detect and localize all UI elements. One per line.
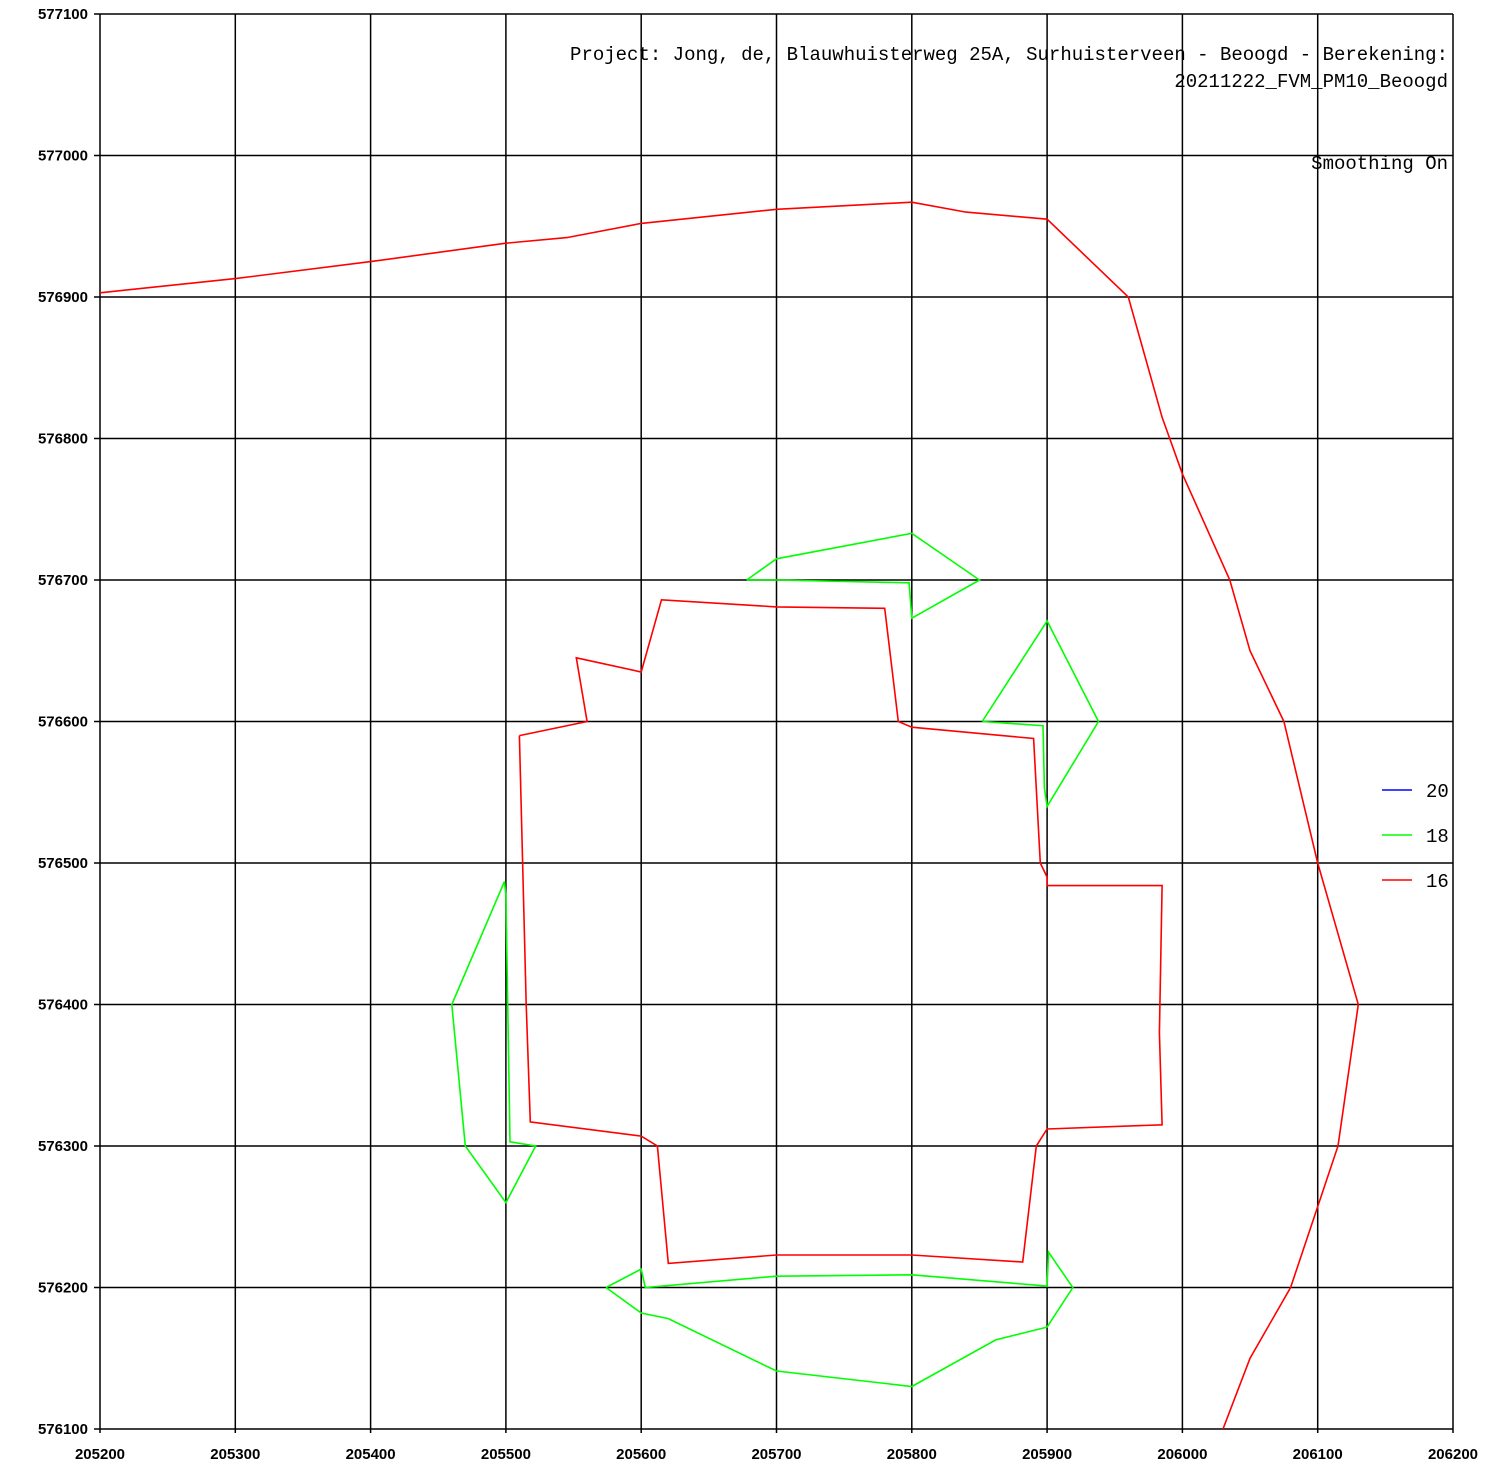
y-tick-label: 577000 — [38, 148, 88, 165]
contour-lines — [99, 201, 1360, 1430]
y-tick-label: 576200 — [38, 1280, 88, 1297]
x-axis-ticks: 205200 205300 205400 205500 205600 205700 2058… — [75, 1446, 1478, 1463]
x-tick-label: 205500 — [481, 1446, 531, 1463]
y-tick-label: 577100 — [38, 6, 88, 23]
contour-18 — [981, 619, 1100, 809]
x-tick-label: 205900 — [1022, 1446, 1072, 1463]
smoothing-status: Smoothing On — [1311, 153, 1448, 175]
x-tick-label: 205400 — [346, 1446, 396, 1463]
contour-16 — [99, 201, 1360, 1430]
x-tick-label: 206200 — [1428, 1446, 1478, 1463]
legend-label-20: 20 — [1426, 781, 1449, 803]
y-tick-label: 576600 — [38, 714, 88, 731]
y-axis-ticks: 577100 577000 576900 576800 576700 576600 5765… — [38, 6, 88, 1438]
x-tick-label: 205300 — [210, 1446, 260, 1463]
y-tick-label: 576400 — [38, 997, 88, 1014]
x-tick-label: 206000 — [1157, 1446, 1207, 1463]
x-tick-label: 206100 — [1293, 1446, 1343, 1463]
calculation-name: 20211222_FVM_PM10_Beoogd — [1174, 71, 1448, 93]
project-title: Project: Jong, de, Blauwhuisterweg 25A, … — [570, 44, 1448, 66]
contour-18 — [450, 881, 537, 1205]
grid — [94, 13, 1454, 1433]
x-tick-label: 205200 — [75, 1446, 125, 1463]
legend-label-18: 18 — [1426, 826, 1449, 848]
contour-16 — [518, 598, 1163, 1265]
x-tick-label: 205700 — [751, 1446, 801, 1463]
contour-18 — [605, 1249, 1074, 1388]
x-tick-label: 205600 — [616, 1446, 666, 1463]
y-tick-label: 576100 — [38, 1421, 88, 1438]
contour-18 — [746, 532, 982, 620]
y-tick-label: 576700 — [38, 572, 88, 589]
legend: 20 18 16 — [1382, 781, 1449, 893]
x-tick-label: 205800 — [887, 1446, 937, 1463]
y-tick-label: 576500 — [38, 855, 88, 872]
y-tick-label: 576800 — [38, 431, 88, 448]
legend-label-16: 16 — [1426, 871, 1449, 893]
y-tick-label: 576300 — [38, 1138, 88, 1155]
y-tick-label: 576900 — [38, 289, 88, 306]
